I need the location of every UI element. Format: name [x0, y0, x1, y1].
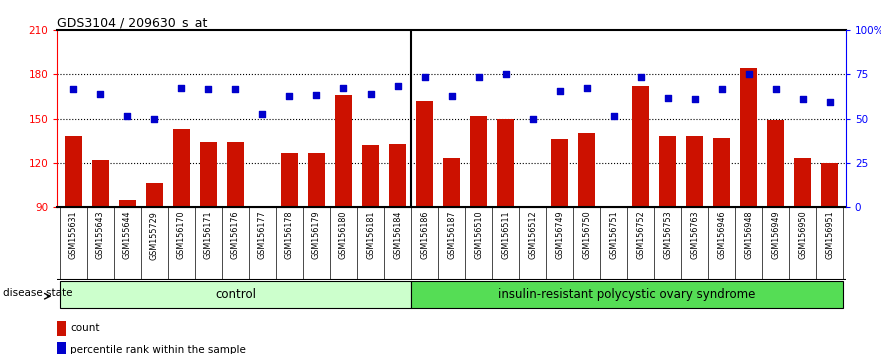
Text: GSM155644: GSM155644 — [123, 211, 132, 259]
Point — [202, 86, 216, 92]
Point — [66, 86, 80, 92]
Text: GSM156949: GSM156949 — [771, 211, 780, 259]
Bar — [57, 321, 66, 336]
Text: GSM156171: GSM156171 — [204, 211, 213, 259]
Bar — [389, 144, 406, 207]
Point — [499, 72, 513, 77]
Point — [768, 86, 782, 92]
Point — [283, 93, 297, 99]
Bar — [632, 86, 649, 207]
Bar — [200, 142, 218, 207]
Text: GSM156176: GSM156176 — [231, 211, 240, 259]
Bar — [443, 159, 460, 207]
Bar — [713, 138, 730, 207]
Bar — [92, 160, 109, 207]
Point — [552, 88, 566, 93]
Text: GSM156179: GSM156179 — [312, 211, 321, 259]
Bar — [551, 139, 568, 207]
Point — [606, 113, 620, 119]
Point — [687, 97, 701, 102]
Bar — [604, 206, 622, 207]
Bar — [145, 183, 163, 207]
Bar — [470, 116, 487, 207]
Text: GSM156948: GSM156948 — [744, 211, 753, 259]
Text: GSM156510: GSM156510 — [474, 211, 483, 259]
Point — [228, 86, 242, 92]
Text: GSM156187: GSM156187 — [447, 211, 456, 259]
Bar — [740, 68, 758, 207]
Bar — [64, 136, 82, 207]
Point — [174, 85, 189, 91]
Point — [525, 116, 539, 121]
Bar — [335, 95, 352, 207]
Bar — [659, 136, 677, 207]
Point — [661, 95, 675, 101]
Bar — [497, 119, 515, 207]
Bar — [523, 206, 541, 207]
Text: GSM156177: GSM156177 — [258, 211, 267, 259]
Text: GSM156751: GSM156751 — [609, 211, 618, 259]
Text: percentile rank within the sample: percentile rank within the sample — [70, 345, 246, 354]
Text: GSM156763: GSM156763 — [690, 211, 699, 259]
Text: GSM156749: GSM156749 — [555, 211, 564, 259]
Text: GSM156170: GSM156170 — [177, 211, 186, 259]
Point — [796, 97, 810, 102]
Bar — [60, 281, 411, 308]
Text: disease state: disease state — [3, 288, 72, 298]
Point — [742, 72, 756, 77]
Bar — [173, 129, 190, 207]
Text: GSM156181: GSM156181 — [366, 211, 375, 259]
Text: GSM156951: GSM156951 — [825, 211, 834, 259]
Text: GSM156511: GSM156511 — [501, 211, 510, 259]
Text: GSM156946: GSM156946 — [717, 211, 726, 259]
Text: GSM156753: GSM156753 — [663, 211, 672, 259]
Text: insulin-resistant polycystic ovary syndrome: insulin-resistant polycystic ovary syndr… — [499, 288, 756, 301]
Text: GSM155631: GSM155631 — [69, 211, 78, 259]
Bar — [416, 101, 433, 207]
Text: GSM156752: GSM156752 — [636, 211, 645, 259]
Text: GSM156186: GSM156186 — [420, 211, 429, 259]
Text: GSM156184: GSM156184 — [393, 211, 402, 259]
Bar — [685, 136, 703, 207]
Text: GSM156512: GSM156512 — [528, 211, 537, 259]
Text: GSM156178: GSM156178 — [285, 211, 294, 259]
Point — [444, 93, 458, 99]
Point — [714, 86, 729, 92]
Point — [121, 113, 135, 119]
Bar — [794, 159, 811, 207]
Text: GSM156950: GSM156950 — [798, 211, 807, 259]
Bar — [281, 153, 299, 207]
Text: GSM155729: GSM155729 — [150, 211, 159, 259]
Point — [390, 83, 404, 89]
Text: GSM156180: GSM156180 — [339, 211, 348, 259]
Bar — [226, 142, 244, 207]
Text: count: count — [70, 323, 100, 333]
Bar — [766, 120, 784, 207]
Point — [364, 91, 378, 96]
Bar — [362, 145, 380, 207]
Text: control: control — [215, 288, 256, 301]
Point — [471, 74, 485, 80]
Text: GSM156750: GSM156750 — [582, 211, 591, 259]
Bar — [578, 133, 596, 207]
Bar — [119, 200, 137, 207]
Point — [337, 85, 351, 91]
Point — [147, 116, 161, 121]
Point — [823, 99, 837, 105]
Bar — [411, 281, 843, 308]
Text: GSM155643: GSM155643 — [96, 211, 105, 259]
Point — [309, 92, 323, 98]
Bar — [821, 163, 839, 207]
Text: GDS3104 / 209630_s_at: GDS3104 / 209630_s_at — [57, 16, 208, 29]
Point — [93, 91, 107, 96]
Bar — [307, 153, 325, 207]
Bar — [254, 206, 271, 207]
Bar — [57, 342, 66, 354]
Point — [633, 74, 648, 80]
Point — [418, 74, 432, 80]
Point — [255, 111, 270, 117]
Point — [580, 85, 594, 91]
